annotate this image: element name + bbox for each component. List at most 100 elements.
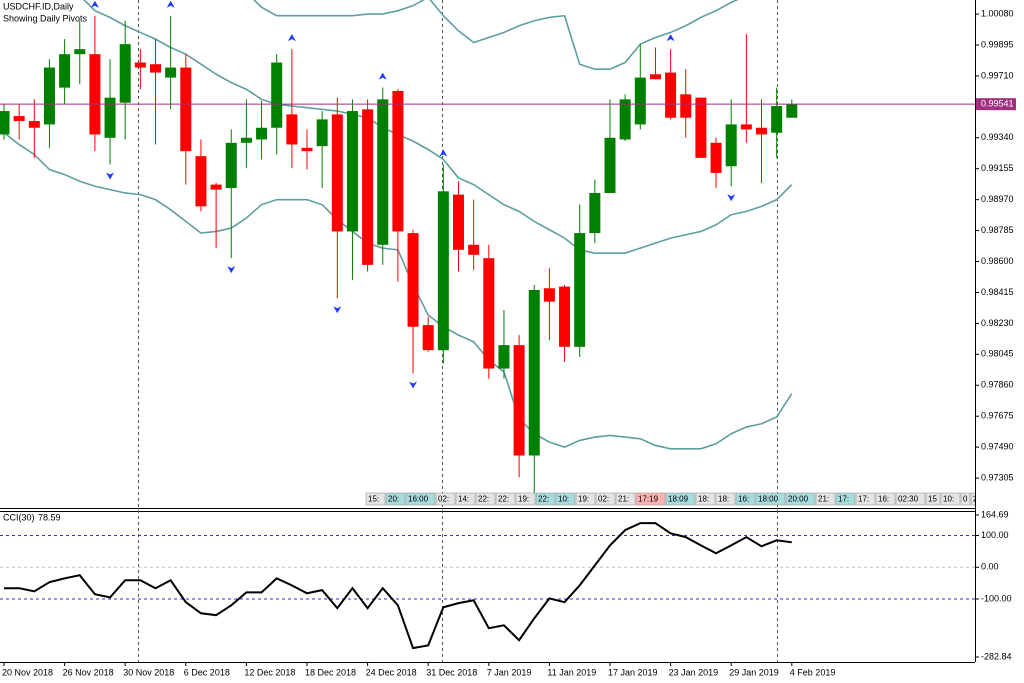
y-tick-label: 0.99155 bbox=[981, 163, 1014, 173]
candle-body bbox=[210, 184, 222, 190]
cci-plot bbox=[0, 522, 975, 650]
candle-body bbox=[589, 192, 601, 234]
candle-body bbox=[498, 345, 510, 369]
time-label: 0 bbox=[963, 495, 968, 504]
time-label: 18: bbox=[718, 495, 729, 504]
candle-body bbox=[0, 111, 10, 135]
time-label: 20:00 bbox=[788, 495, 809, 504]
time-label-box bbox=[575, 492, 596, 506]
time-label-box bbox=[665, 492, 696, 506]
candle-body bbox=[74, 49, 86, 55]
candle-body bbox=[331, 114, 343, 232]
time-label: 17:19 bbox=[638, 495, 659, 504]
time-label-box bbox=[940, 492, 961, 506]
time-label: 22: bbox=[538, 495, 549, 504]
time-label-box bbox=[735, 492, 756, 506]
candle-body bbox=[680, 94, 692, 118]
x-tick-label: 29 Jan 2019 bbox=[729, 667, 779, 677]
time-label: 20: bbox=[388, 495, 399, 504]
time-label: 19: bbox=[518, 495, 529, 504]
time-label-box bbox=[455, 492, 476, 506]
candle-body bbox=[437, 191, 449, 351]
candle-body bbox=[468, 244, 480, 255]
main-plot: 15: 20: 16:00 02: 14: 22: 22: 19: 22: 10: 19: 02: 21… bbox=[0, 0, 975, 506]
y-tick-label: 1.00080 bbox=[981, 8, 1014, 18]
fractal-up bbox=[166, 0, 175, 8]
time-label-box bbox=[385, 492, 406, 506]
candle-body bbox=[225, 142, 237, 188]
time-label-box bbox=[715, 492, 736, 506]
y-tick-label: 0.97305 bbox=[981, 472, 1014, 482]
candle-body bbox=[695, 97, 707, 158]
fractal-down bbox=[106, 172, 115, 180]
time-label: 02:30 bbox=[898, 495, 919, 504]
time-label-box bbox=[925, 492, 941, 506]
time-label-box bbox=[405, 492, 436, 506]
candle-body bbox=[528, 289, 540, 456]
time-label-box bbox=[755, 492, 786, 506]
candle-body bbox=[286, 114, 298, 145]
candle-body bbox=[150, 64, 161, 73]
candle-body bbox=[59, 54, 71, 88]
candle-body bbox=[574, 233, 586, 347]
candle-body bbox=[756, 127, 767, 135]
x-tick-label: 6 Dec 2018 bbox=[184, 667, 230, 677]
time-label-box bbox=[815, 492, 836, 506]
candle-body bbox=[377, 99, 389, 245]
cci-title: CCI(30) bbox=[3, 512, 35, 522]
candle-body bbox=[13, 116, 25, 122]
last-price-box bbox=[976, 98, 1016, 111]
candle-body bbox=[513, 345, 525, 456]
y-tick-label: 0.99895 bbox=[981, 39, 1014, 49]
candle-body bbox=[407, 233, 419, 327]
x-tick-label: 12 Dec 2018 bbox=[244, 667, 295, 677]
time-label: 17: bbox=[838, 495, 849, 504]
candle-body bbox=[43, 67, 55, 125]
candle-body bbox=[786, 104, 798, 118]
fractal-down bbox=[227, 266, 236, 274]
y-tick-label: -100.00 bbox=[981, 593, 1012, 603]
time-label: 18:00 bbox=[758, 495, 779, 504]
y-tick-label: 0.98045 bbox=[981, 349, 1014, 359]
y-tick-label: 100.00 bbox=[981, 530, 1009, 540]
candle-body bbox=[195, 156, 207, 207]
candle-body bbox=[89, 54, 101, 135]
candle-body bbox=[649, 74, 661, 80]
time-label: 16:00 bbox=[408, 495, 429, 504]
candle-body bbox=[119, 44, 131, 103]
candle-body bbox=[104, 97, 116, 138]
candle-body bbox=[771, 106, 783, 133]
last-price-label: 0.99541 bbox=[981, 99, 1014, 109]
fractal-down bbox=[727, 194, 736, 202]
x-tick-label: 17 Jan 2019 bbox=[608, 667, 658, 677]
x-tick-label: 26 Nov 2018 bbox=[63, 667, 114, 677]
cci-last-value: 78.59 bbox=[38, 512, 61, 522]
y-tick-label: 0.98970 bbox=[981, 194, 1014, 204]
time-label: 19: bbox=[578, 495, 589, 504]
axes: 1.00080 0.99895 0.99710 0.99340 0.99155 0.989… bbox=[2, 8, 1016, 677]
candle-body bbox=[725, 124, 737, 167]
fractal-up bbox=[439, 149, 448, 157]
time-label-box bbox=[960, 492, 971, 506]
time-label: 21: bbox=[818, 495, 829, 504]
y-tick-label: -282.84 bbox=[981, 651, 1012, 661]
candle-body bbox=[422, 325, 434, 351]
time-label: 18:09 bbox=[668, 495, 689, 504]
candle-body bbox=[604, 137, 616, 193]
fractal-up bbox=[378, 72, 387, 80]
x-tick-label: 11 Jan 2019 bbox=[547, 667, 596, 677]
time-label-box bbox=[515, 492, 536, 506]
x-tick-label: 31 Dec 2018 bbox=[426, 667, 477, 677]
x-tick-label: 4 Feb 2019 bbox=[790, 667, 836, 677]
chart-title: USDCHF.ID,Daily bbox=[3, 1, 74, 11]
candle-body bbox=[543, 288, 555, 302]
time-label: 14: bbox=[458, 495, 469, 504]
candle-body bbox=[559, 286, 571, 347]
time-label: 22: bbox=[478, 495, 489, 504]
time-label: 17: bbox=[858, 495, 869, 504]
y-tick-label: 0.98415 bbox=[981, 287, 1014, 297]
candle-body bbox=[256, 127, 268, 140]
time-label: 10: bbox=[558, 495, 569, 504]
candle-body bbox=[483, 258, 495, 369]
